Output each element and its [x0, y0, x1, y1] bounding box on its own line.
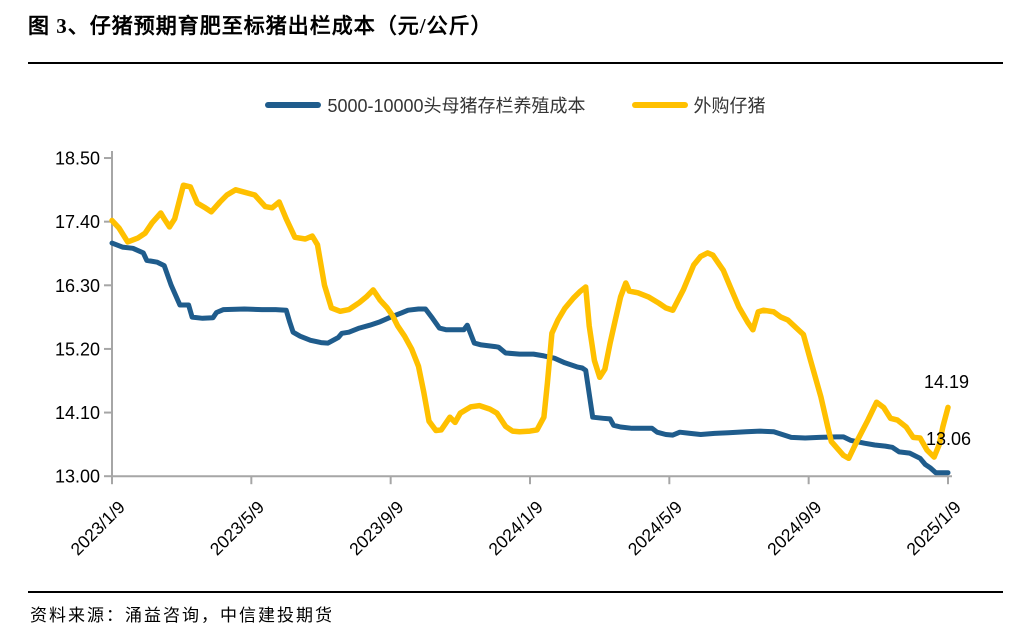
legend-item-sow-cost: 5000-10000头母猪存栏养殖成本 [265, 92, 586, 118]
chart-title: 图 3、仔猪预期育肥至标猪出栏成本（元/公斤） [28, 14, 493, 38]
data-label-blue-end: 13.06 [926, 429, 972, 449]
legend-label-purchased-piglet: 外购仔猪 [693, 96, 766, 116]
y-axis-tick-label: 16.30 [55, 276, 100, 296]
x-axis-tick-label: 2025/1/9 [903, 497, 965, 559]
series-line-sow-cost [109, 240, 951, 476]
y-axis-tick-label: 14.10 [55, 403, 100, 423]
x-axis-tick-label: 2023/5/9 [206, 497, 268, 559]
source-divider [28, 591, 1003, 593]
y-axis-tick-label: 13.00 [55, 467, 100, 487]
y-axis-tick-label: 15.20 [55, 339, 100, 359]
title-divider [28, 62, 1003, 64]
legend-label-sow-cost: 5000-10000头母猪存栏养殖成本 [327, 96, 586, 116]
legend-swatch-blue-line [265, 102, 322, 108]
legend: 5000-10000头母猪存栏养殖成本 外购仔猪 [0, 92, 1031, 118]
x-axis-tick-label: 2023/9/9 [345, 497, 407, 559]
data-label-yellow-end: 14.19 [924, 372, 970, 392]
legend-item-purchased-piglet: 外购仔猪 [631, 92, 766, 118]
source-note: 资料来源：涌益咨询，中信建投期货 [30, 606, 334, 625]
x-axis-tick-label: 2024/1/9 [485, 497, 547, 559]
x-axis-tick-label: 2023/1/9 [67, 497, 129, 559]
y-axis-tick-label: 18.50 [55, 149, 100, 169]
legend-swatch-yellow-line [631, 102, 688, 108]
x-axis-tick-label: 2024/9/9 [763, 497, 825, 559]
x-axis-tick-label: 2024/5/9 [624, 497, 686, 559]
y-axis-tick-label: 17.40 [55, 212, 100, 232]
series-line-purchased-piglet [109, 182, 951, 462]
